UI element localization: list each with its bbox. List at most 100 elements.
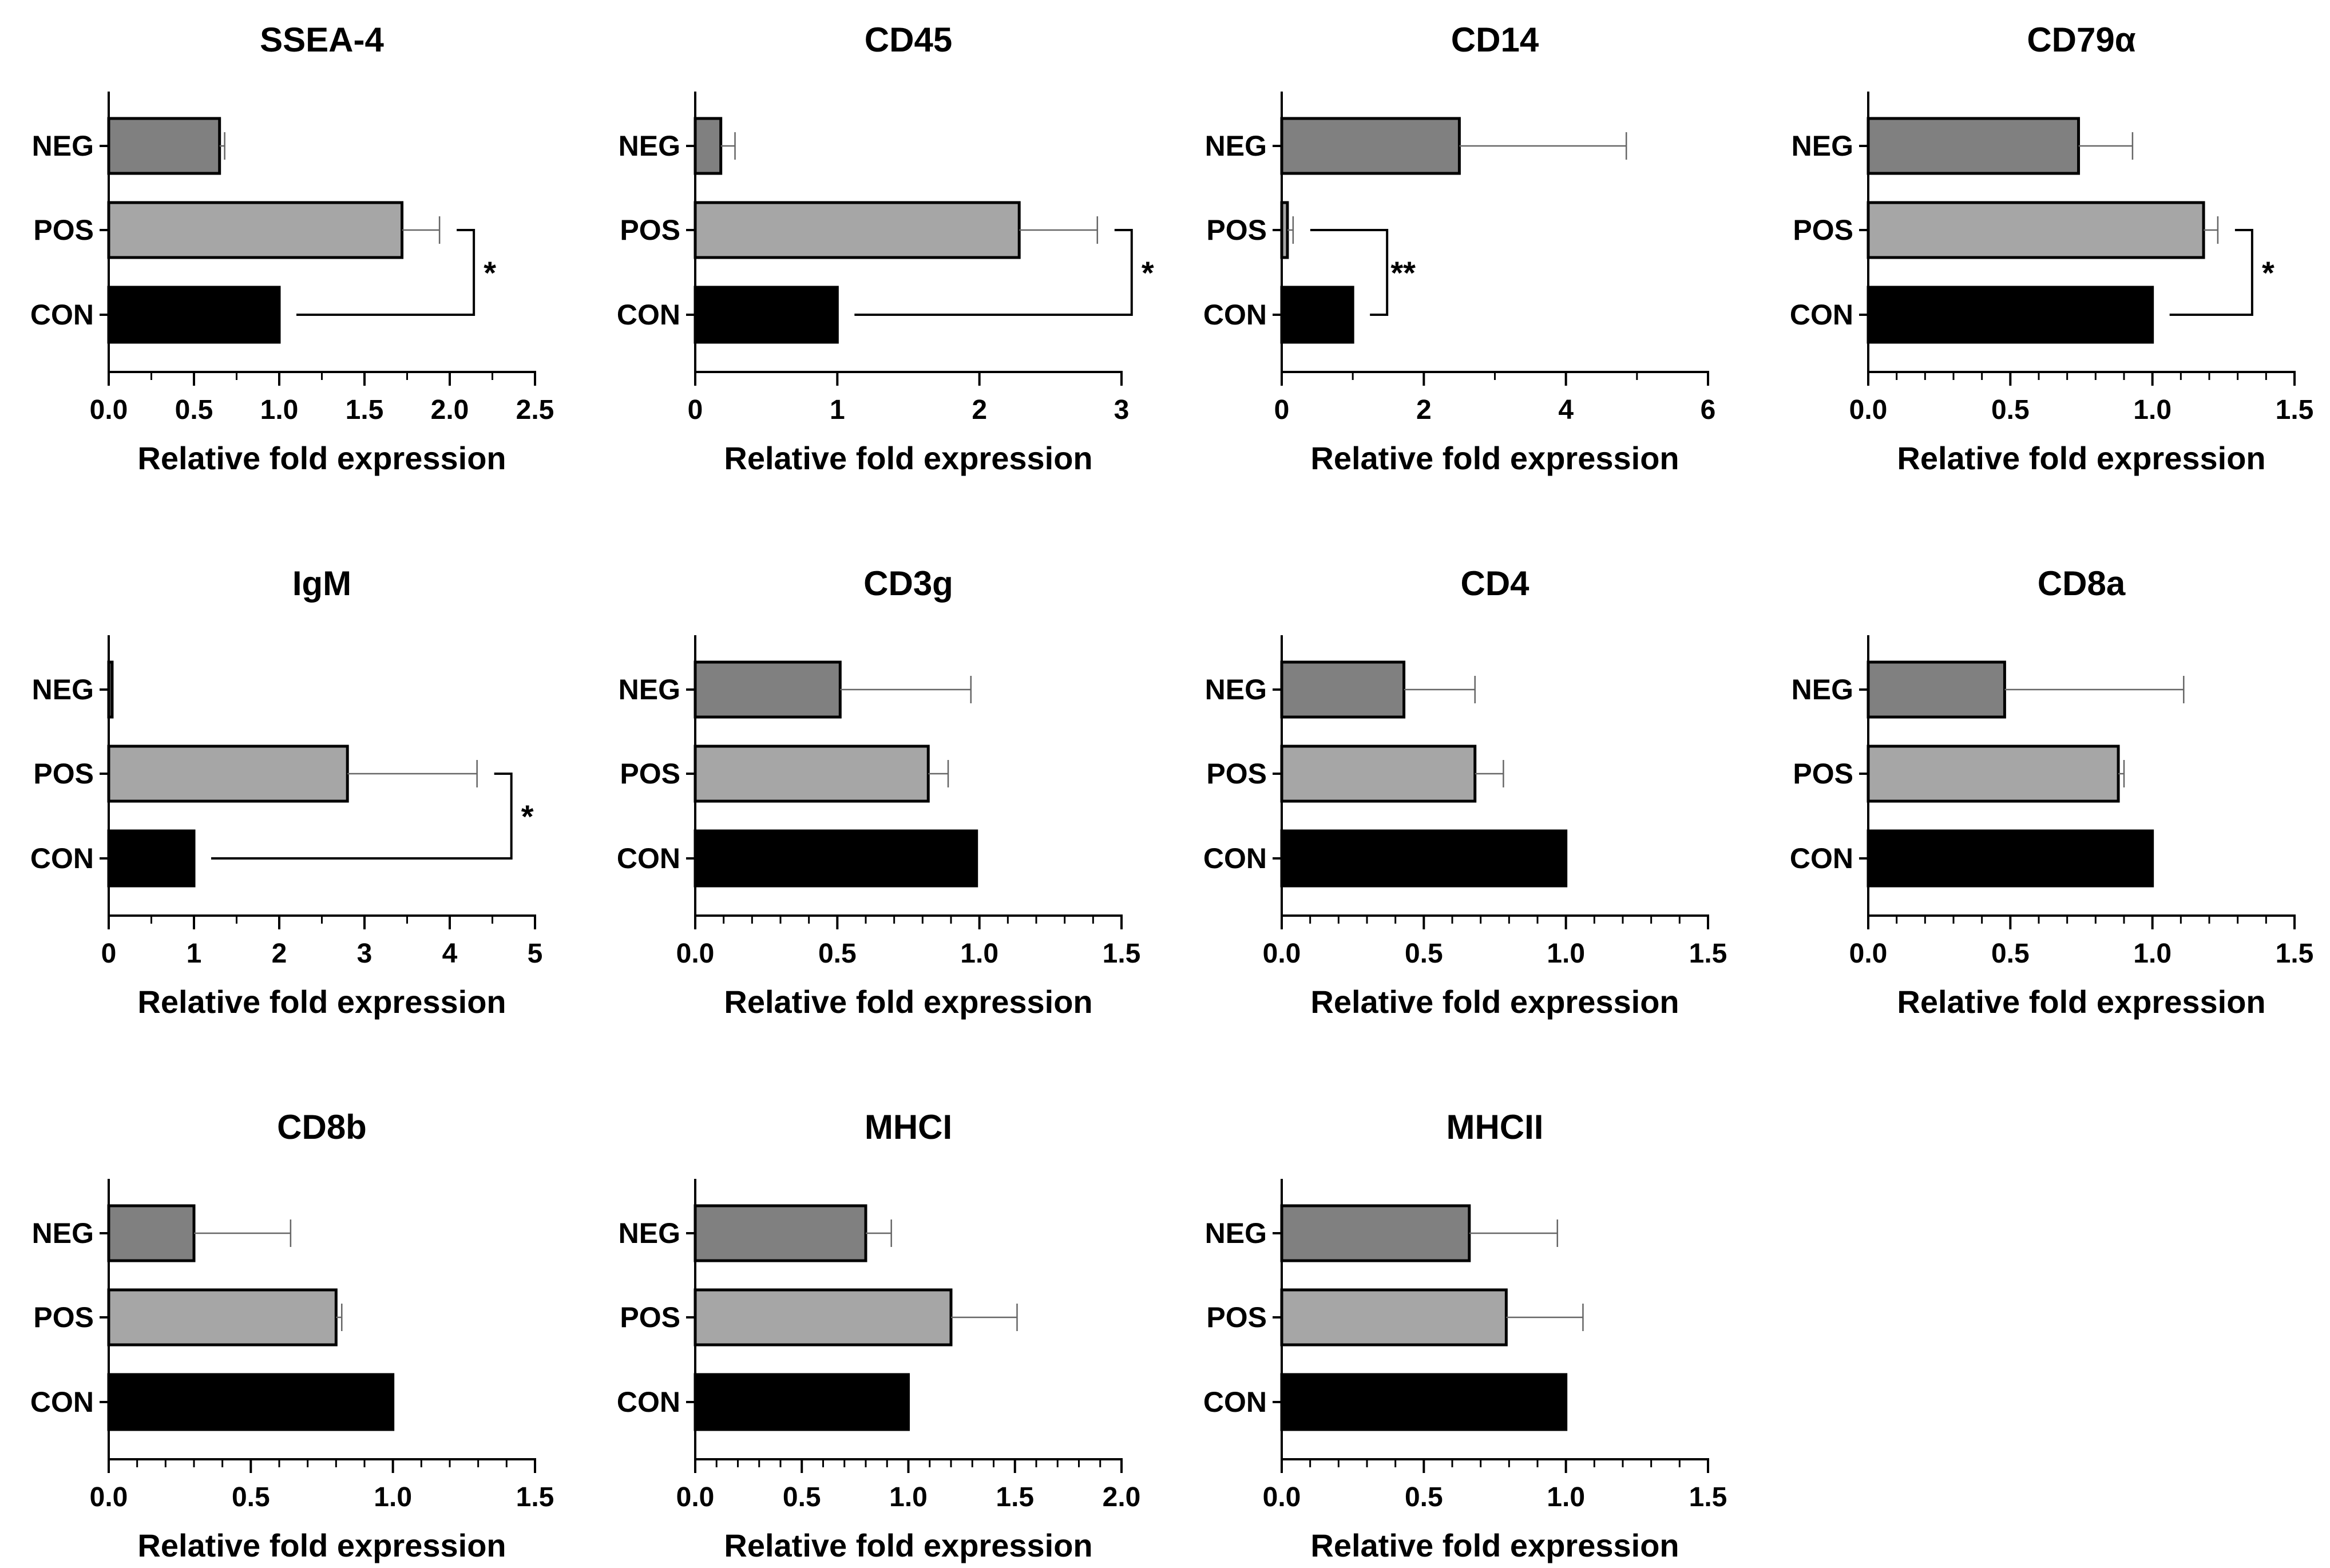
bar-pos xyxy=(107,1288,338,1347)
bar-neg xyxy=(1867,660,2006,719)
x-tick-label: 0.5 xyxy=(175,395,213,425)
x-tick-label: 1.0 xyxy=(889,1482,928,1512)
category-label-pos: POS xyxy=(1206,214,1267,246)
x-axis-label: Relative fold expression xyxy=(137,984,506,1020)
x-tick-label: 0.0 xyxy=(90,395,128,425)
x-tick-label: 5 xyxy=(528,939,543,969)
x-axis-label: Relative fold expression xyxy=(724,440,1092,476)
x-tick-label: 1.0 xyxy=(960,939,998,969)
bar-pos xyxy=(1280,745,1477,803)
x-tick-label: 2 xyxy=(1416,395,1432,425)
bar-neg xyxy=(1867,117,2081,175)
bar-neg xyxy=(1280,660,1406,719)
x-axis-label: Relative fold expression xyxy=(137,1527,506,1563)
bar-pos xyxy=(1867,201,2205,259)
chart-panel-4: CD79α NEG POS CON 0.0 0.5 1.0 1.5 Relative fold … xyxy=(1790,21,2313,476)
x-axis-label: Relative fold expression xyxy=(1310,984,1679,1020)
category-label-con: CON xyxy=(1790,842,1853,874)
x-tick-label: 1.0 xyxy=(374,1482,412,1512)
category-label-neg: NEG xyxy=(1792,130,1853,162)
chart-panel-1: SSEA-4 NEG POS CON 0.0 0.5 1.0 1.5 2.0 2.5 Relativ… xyxy=(30,21,554,476)
chart-panel-8: CD8a NEG POS CON 0.0 0.5 1.0 1.5 Relative fold e… xyxy=(1790,564,2313,1020)
significance-label: * xyxy=(484,255,496,291)
bar-pos xyxy=(694,1288,953,1347)
x-tick-label: 1.5 xyxy=(516,1482,554,1512)
x-axis-label: Relative fold expression xyxy=(1310,440,1679,476)
category-label-con: CON xyxy=(1790,299,1853,331)
bar-neg xyxy=(107,660,114,719)
x-tick-label: 0.5 xyxy=(1405,939,1443,969)
bar-neg xyxy=(107,1204,196,1262)
category-label-con: CON xyxy=(617,299,680,331)
x-tick-label: 0.5 xyxy=(1405,1482,1443,1512)
category-label-neg: NEG xyxy=(1792,674,1853,706)
x-tick-label: 0.0 xyxy=(676,1482,715,1512)
x-tick-label: 0.0 xyxy=(1849,395,1888,425)
bar-neg xyxy=(694,117,723,175)
chart-panel-7: CD4 NEG POS CON 0.0 0.5 1.0 1.5 Relative fold ex… xyxy=(1203,564,1727,1020)
x-tick-label: 6 xyxy=(1701,395,1716,425)
bar-pos xyxy=(694,201,1021,259)
x-axis-label: Relative fold expression xyxy=(1310,1527,1679,1563)
significance-label: * xyxy=(1142,255,1154,291)
category-label-con: CON xyxy=(30,299,94,331)
x-tick-label: 0.5 xyxy=(783,1482,821,1512)
chart-title: CD8a xyxy=(2038,564,2126,603)
x-tick-label: 3 xyxy=(1114,395,1130,425)
category-label-con: CON xyxy=(1203,842,1267,874)
chart-panel-10: MHCI NEG POS CON 0.0 0.5 1.0 1.5 2.0 Relative fol… xyxy=(617,1108,1140,1563)
x-tick-label: 0.0 xyxy=(1849,939,1888,969)
significance-label: ** xyxy=(1390,255,1416,291)
x-tick-label: 0 xyxy=(1274,395,1290,425)
bar-neg xyxy=(694,660,842,719)
x-tick-label: 0.0 xyxy=(1263,1482,1301,1512)
bar-neg xyxy=(107,117,221,175)
chart-title: CD45 xyxy=(865,21,952,59)
x-axis-label: Relative fold expression xyxy=(1897,984,2265,1020)
x-tick-label: 2.0 xyxy=(1103,1482,1141,1512)
category-label-pos: POS xyxy=(1793,214,1853,246)
bar-con xyxy=(1280,1373,1568,1431)
x-tick-label: 0 xyxy=(688,395,703,425)
x-tick-label: 1.5 xyxy=(2276,395,2314,425)
chart-title: SSEA-4 xyxy=(260,21,384,59)
x-tick-label: 1.0 xyxy=(2133,395,2172,425)
chart-panel-2: CD45 NEG POS CON 0 1 2 3 Relative fold expressio… xyxy=(617,21,1154,476)
x-tick-label: 1 xyxy=(830,395,845,425)
bar-con xyxy=(694,1373,910,1431)
category-label-pos: POS xyxy=(33,1301,94,1333)
x-axis-label: Relative fold expression xyxy=(137,440,506,476)
bar-con xyxy=(1280,829,1568,888)
category-label-neg: NEG xyxy=(1205,1217,1267,1249)
significance-bracket xyxy=(296,229,475,316)
category-label-neg: NEG xyxy=(619,130,680,162)
category-label-neg: NEG xyxy=(1205,674,1267,706)
category-label-pos: POS xyxy=(620,214,680,246)
x-axis-label: Relative fold expression xyxy=(724,1527,1092,1563)
chart-panel-6: CD3g NEG POS CON 0.0 0.5 1.0 1.5 Relative fold e… xyxy=(617,564,1140,1020)
x-tick-label: 0.5 xyxy=(1991,939,2030,969)
chart-title: CD3g xyxy=(863,564,953,603)
chart-title: MHCI xyxy=(865,1108,952,1146)
x-tick-label: 1.5 xyxy=(1689,939,1727,969)
category-label-pos: POS xyxy=(1206,758,1267,790)
x-tick-label: 0.0 xyxy=(676,939,715,969)
x-axis-label: Relative fold expression xyxy=(724,984,1092,1020)
bar-neg xyxy=(694,1204,867,1262)
x-tick-label: 4 xyxy=(442,939,458,969)
x-tick-label: 1.0 xyxy=(260,395,299,425)
x-tick-label: 0 xyxy=(101,939,117,969)
x-tick-label: 1.5 xyxy=(2276,939,2314,969)
x-axis-label: Relative fold expression xyxy=(1897,440,2265,476)
category-label-pos: POS xyxy=(620,758,680,790)
category-label-pos: POS xyxy=(33,214,94,246)
x-tick-label: 2.0 xyxy=(431,395,469,425)
category-label-con: CON xyxy=(30,1386,94,1418)
chart-panel-9: CD8b NEG POS CON 0.0 0.5 1.0 1.5 Relative fold e… xyxy=(30,1108,554,1563)
category-label-con: CON xyxy=(617,842,680,874)
x-tick-label: 1.5 xyxy=(1103,939,1141,969)
chart-title: CD4 xyxy=(1460,564,1529,603)
chart-title: MHCII xyxy=(1447,1108,1544,1146)
x-tick-label: 1.5 xyxy=(996,1482,1034,1512)
category-label-neg: NEG xyxy=(619,1217,680,1249)
